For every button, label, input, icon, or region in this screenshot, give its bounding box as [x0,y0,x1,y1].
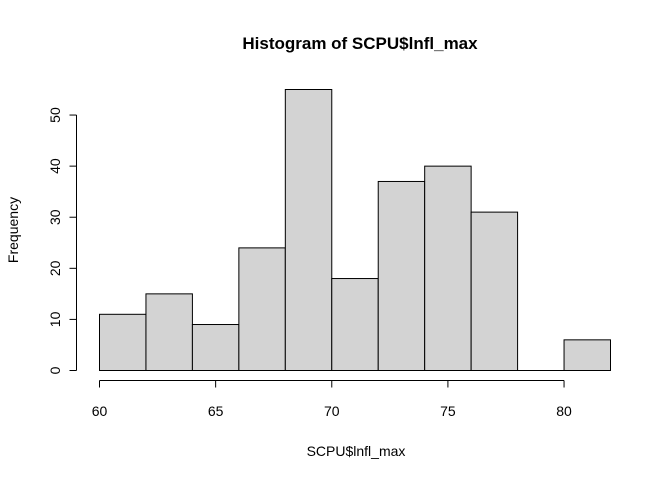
x-tick-label: 80 [556,403,572,419]
bars-group [99,89,612,372]
chart-title: Histogram of SCPU$lnfl_max [242,34,478,53]
histogram-bar-1 [145,293,193,372]
histogram-bar-7 [424,165,472,371]
histogram-bar-6 [377,180,426,371]
y-axis: 0 10 20 30 40 50 [47,107,77,374]
y-tick-label: 30 [47,209,63,225]
y-tick-label: 50 [47,107,63,123]
histogram-bar-2 [191,324,240,372]
y-tick-label: 40 [47,158,63,174]
y-tick-label: 10 [47,311,63,327]
x-tick-label: 60 [92,403,108,419]
histogram-bar-10 [563,339,612,372]
x-tick-label: 75 [440,403,456,419]
histogram-bar-5 [331,278,379,372]
histogram-bar-0 [99,313,147,371]
x-axis: 60 65 70 75 80 [92,380,572,419]
histogram-bar-8 [470,211,519,371]
x-tick-label: 70 [324,403,340,419]
x-tick-label: 65 [208,403,224,419]
histogram-bar-4 [284,89,333,371]
histogram-bar-3 [238,247,286,371]
y-tick-label: 20 [47,260,63,276]
y-axis-label: Frequency [5,197,21,263]
x-axis-label: SCPU$lnfl_max [307,443,406,459]
y-tick-label: 0 [47,366,63,374]
